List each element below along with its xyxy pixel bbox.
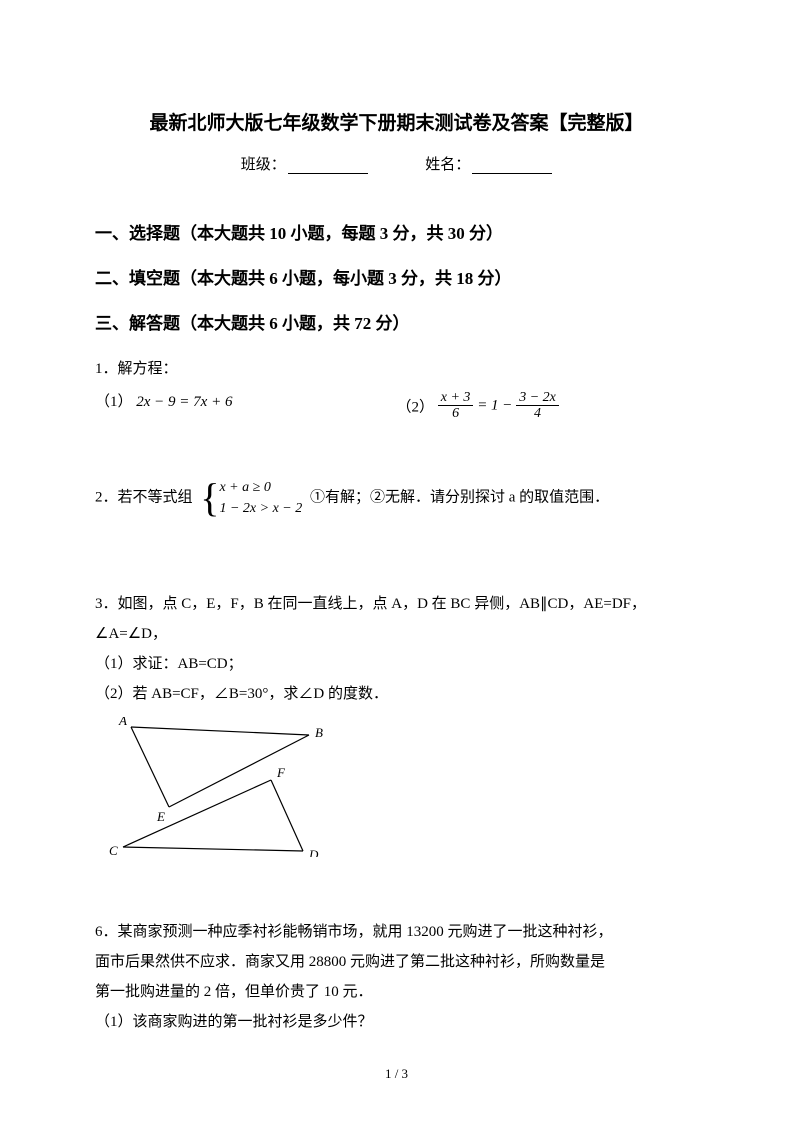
q1-eq2-mid: = 1 − [477, 397, 516, 413]
section-2-heading: 二、填空题（本大题共 6 小题，每小题 3 分，共 18 分） [95, 264, 698, 289]
q6: 6．某商家预测一种应季衬衫能畅销市场，就用 13200 元购进了一批这种衬衫， … [95, 917, 698, 1037]
section-3-heading: 三、解答题（本大题共 6 小题，共 72 分） [95, 309, 698, 334]
q1-eq2-lhs: x + 3 6 [438, 390, 474, 422]
class-blank[interactable] [288, 159, 368, 174]
page-title: 最新北师大版七年级数学下册期末测试卷及答案【完整版】 [95, 108, 698, 135]
q1-eq2-rhs: 3 − 2x 4 [516, 390, 559, 422]
q2-line2: 1 − 2x > x − 2 [219, 501, 302, 516]
q2-post: ①有解；②无解．请分别探讨 a 的取值范围． [310, 489, 609, 505]
q3-l2: ∠A=∠D， [95, 619, 698, 649]
svg-text:F: F [276, 765, 286, 780]
q3: 3．如图，点 C，E，F，B 在同一直线上，点 A，D 在 BC 异侧，AB∥C… [95, 589, 698, 709]
name-blank[interactable] [472, 159, 552, 174]
q1-part1-label: （1） [95, 394, 133, 410]
q1-part2-label: （2） [397, 399, 435, 415]
q1-part1-eq: 2x − 9 = 7x + 6 [136, 394, 232, 410]
q6-l3: 第一批购进量的 2 倍，但单价贵了 10 元． [95, 977, 698, 1007]
header-fields: 班级： 姓名： [95, 153, 698, 174]
page-number: 1 / 3 [0, 1066, 793, 1082]
q2-pre: 2．若不等式组 [95, 489, 193, 505]
class-label: 班级： [241, 157, 286, 173]
q3-l1: 3．如图，点 C，E，F，B 在同一直线上，点 A，D 在 BC 异侧，AB∥C… [95, 589, 698, 619]
q3-l3: （1）求证：AB=CD； [95, 649, 698, 679]
svg-text:B: B [315, 725, 323, 740]
svg-text:E: E [156, 809, 165, 824]
svg-text:D: D [308, 847, 319, 857]
name-label: 姓名： [425, 157, 470, 173]
svg-text:A: A [118, 717, 127, 728]
q1-stem: 1．解方程： [95, 354, 698, 384]
q1-equations: （1） 2x − 9 = 7x + 6 （2） x + 3 6 = 1 − 3 … [95, 390, 698, 422]
q2-system: { x + a ≥ 0 1 − 2x > x − 2 [200, 477, 302, 519]
q2: 2．若不等式组 { x + a ≥ 0 1 − 2x > x − 2 ①有解；②… [95, 477, 698, 519]
q6-l1: 6．某商家预测一种应季衬衫能畅销市场，就用 13200 元购进了一批这种衬衫， [95, 917, 698, 947]
q2-line1: x + a ≥ 0 [219, 480, 270, 495]
q6-l4: （1）该商家购进的第一批衬衫是多少件？ [95, 1007, 698, 1037]
q3-l4: （2）若 AB=CF，∠B=30°，求∠D 的度数． [95, 679, 698, 709]
section-1-heading: 一、选择题（本大题共 10 小题，每题 3 分，共 30 分） [95, 219, 698, 244]
q6-l2: 面市后果然供不应求．商家又用 28800 元购进了第二批这种衬衫，所购数量是 [95, 947, 698, 977]
svg-text:C: C [109, 843, 118, 857]
q3-figure: A B E F C D [105, 717, 698, 862]
